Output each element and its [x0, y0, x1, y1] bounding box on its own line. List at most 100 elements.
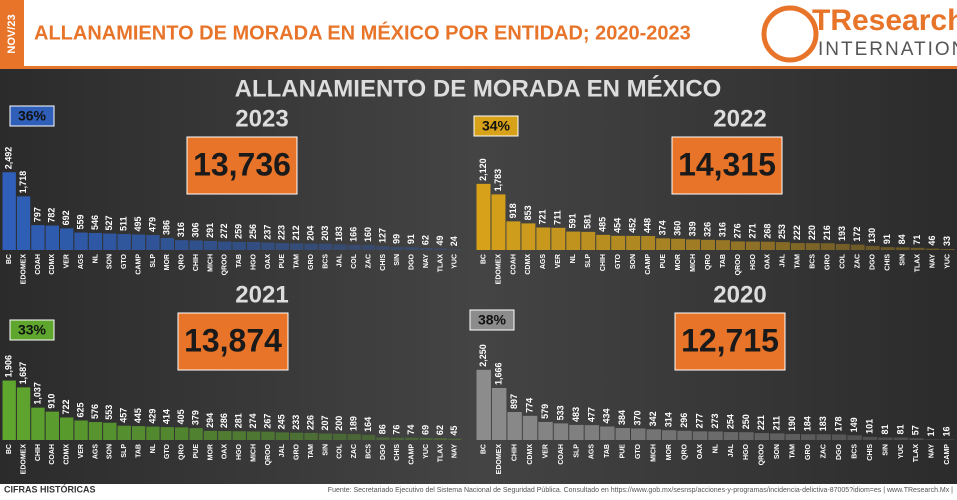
- x-tick-label: PUE: [279, 254, 286, 269]
- bar: [247, 431, 260, 440]
- bar: [569, 425, 583, 440]
- x-tick-label: OAX: [697, 444, 704, 460]
- x-tick-label: VER: [542, 444, 549, 458]
- x-tick-label: CHIH: [600, 254, 607, 271]
- bar-value-label: 62: [420, 235, 430, 245]
- x-tick-label: EDOMEX: [20, 444, 27, 475]
- x-tick-label: COAH: [49, 444, 56, 465]
- x-tick-label: MICH: [207, 254, 214, 272]
- x-tick-label: QRO: [179, 443, 186, 460]
- bar-value-label: 273: [710, 413, 720, 428]
- bar-value-label: 183: [334, 226, 344, 241]
- bar-value-label: 853: [523, 205, 533, 220]
- x-tick-label: EDOMEX: [495, 254, 502, 285]
- x-tick-label: VER: [64, 254, 71, 268]
- bar-value-label: 711: [553, 210, 563, 225]
- x-tick-label: QRO: [179, 253, 186, 270]
- x-tick-label: MOR: [207, 444, 214, 460]
- x-tick-label: QROO: [759, 443, 766, 465]
- bar: [600, 426, 614, 440]
- bar: [419, 438, 432, 440]
- bar: [881, 247, 895, 250]
- bar: [17, 196, 30, 250]
- bar-value-label: 316: [176, 222, 186, 237]
- bar: [521, 223, 535, 250]
- bar-value-label: 1,906: [4, 355, 14, 378]
- bar-value-label: 160: [363, 227, 373, 242]
- bar: [847, 435, 861, 440]
- bar: [376, 437, 389, 440]
- x-tick-label: BCS: [851, 444, 858, 459]
- bar-value-label: 212: [291, 225, 301, 240]
- bar-value-label: 233: [291, 415, 301, 430]
- bar-value-label: 16: [942, 426, 952, 436]
- bar: [146, 427, 159, 440]
- x-tick-label: TAB: [720, 254, 727, 268]
- bar-value-label: 581: [583, 214, 593, 229]
- bar-value-label: 625: [75, 402, 85, 417]
- bar-value-label: 272: [219, 223, 229, 238]
- bar: [204, 431, 217, 440]
- total-label: 13,874: [184, 322, 282, 358]
- bar: [477, 184, 491, 250]
- bar-value-label: 370: [633, 410, 643, 425]
- x-tick-label: SLP: [585, 254, 592, 268]
- bar: [161, 427, 174, 440]
- bar-value-label: 183: [818, 416, 828, 431]
- bar: [319, 244, 332, 250]
- bar-value-label: 189: [349, 416, 359, 431]
- x-tick-label: GRO: [294, 443, 301, 460]
- bar-value-label: 291: [205, 223, 215, 238]
- bar: [290, 243, 303, 250]
- bar-value-label: 91: [406, 234, 416, 244]
- footer-source: Fuente: Secretariado Ejecutivo del Siste…: [328, 487, 953, 494]
- bar-value-label: 405: [176, 409, 186, 424]
- bar: [333, 244, 346, 250]
- bar-value-label: 296: [679, 413, 689, 428]
- bar-value-label: 918: [508, 203, 518, 218]
- bar-value-label: 2,120: [478, 158, 488, 181]
- bar: [677, 431, 691, 440]
- bar: [348, 434, 361, 440]
- x-tick-label: EDOMEX: [20, 254, 27, 285]
- bar-value-label: 429: [147, 409, 157, 424]
- bar: [261, 243, 274, 250]
- x-tick-label: TLAX: [913, 444, 920, 463]
- bar-value-label: 553: [104, 405, 114, 420]
- bar-value-label: 277: [694, 413, 704, 428]
- bar: [925, 439, 939, 440]
- bar: [816, 434, 830, 440]
- bar-value-label: 24: [449, 236, 459, 246]
- bar-value-label: 692: [61, 210, 71, 225]
- bar-value-label: 452: [628, 218, 638, 233]
- bar: [866, 246, 880, 250]
- x-tick-label: YUC: [423, 444, 430, 459]
- bar-value-label: 774: [524, 398, 534, 413]
- bar: [103, 423, 116, 440]
- x-tick-label: SIN: [882, 444, 889, 456]
- chart-title: 2022: [713, 105, 766, 132]
- share-label: 33%: [18, 322, 47, 338]
- bar-value-label: 271: [747, 224, 757, 239]
- bar-value-label: 276: [732, 223, 742, 238]
- x-tick-label: SIN: [322, 444, 329, 456]
- footer-left: CIFRAS HISTÓRICAS: [4, 483, 96, 494]
- bar: [189, 240, 202, 250]
- bar-value-label: 220: [807, 225, 817, 240]
- x-tick-label: TAM: [294, 254, 301, 269]
- bar: [878, 437, 892, 440]
- bar: [611, 236, 625, 250]
- bar: [646, 429, 660, 440]
- bar: [46, 412, 59, 440]
- x-tick-label: TAB: [604, 444, 611, 458]
- bar-value-label: 74: [406, 425, 416, 435]
- bar-value-label: 274: [248, 413, 258, 428]
- bar: [276, 243, 289, 250]
- bar-value-label: 256: [248, 224, 258, 239]
- bar-value-label: 326: [702, 222, 712, 237]
- x-tick-label: YUC: [898, 444, 905, 459]
- bar-value-label: 339: [687, 221, 697, 236]
- bar-value-label: 384: [617, 410, 627, 425]
- bar-value-label: 511: [119, 217, 129, 232]
- bar-value-label: 2,250: [478, 344, 488, 367]
